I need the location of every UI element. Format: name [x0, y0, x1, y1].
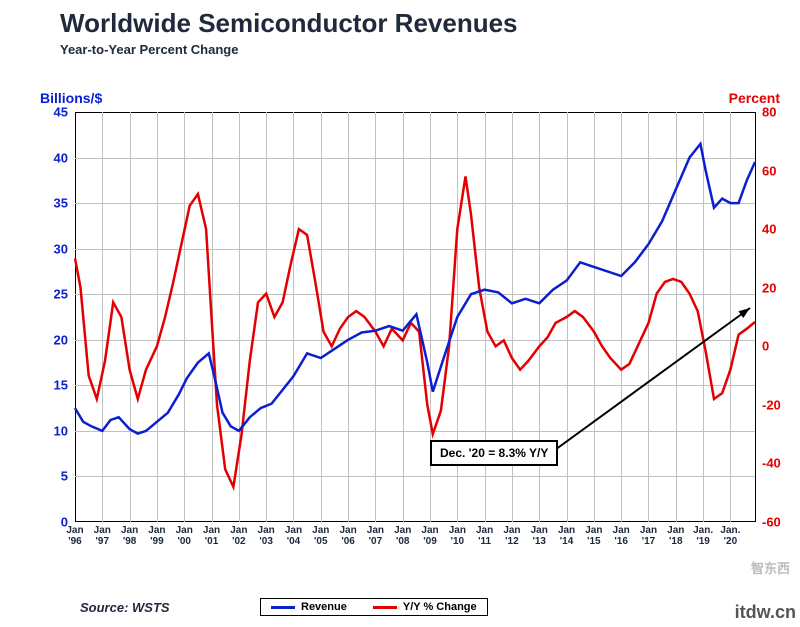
x-tick: Jan'11	[471, 526, 499, 547]
legend: Revenue Y/Y % Change	[260, 598, 488, 616]
x-tick: Jan'17	[634, 526, 662, 547]
x-tick: Jan'99	[143, 526, 171, 547]
watermark-corner: itdw.cn	[735, 602, 796, 623]
y-left-tick: 45	[28, 105, 68, 120]
y-left-tick: 5	[28, 469, 68, 484]
y-right-tick: 60	[762, 163, 797, 178]
x-tick: Jan'15	[580, 526, 608, 547]
x-tick: Jan'16	[607, 526, 635, 547]
x-tick: Jan.'20	[716, 526, 744, 547]
y-left-tick: 25	[28, 287, 68, 302]
callout-box: Dec. '20 = 8.3% Y/Y	[430, 440, 558, 466]
x-tick: Jan'13	[525, 526, 553, 547]
x-tick: Jan'00	[170, 526, 198, 547]
y-left-tick: 40	[28, 150, 68, 165]
legend-label-revenue: Revenue	[301, 601, 347, 613]
x-tick: Jan'97	[88, 526, 116, 547]
x-tick: Jan'04	[279, 526, 307, 547]
x-tick: Jan'09	[416, 526, 444, 547]
chart-subtitle: Year-to-Year Percent Change	[60, 42, 238, 57]
y-right-tick: 20	[762, 280, 797, 295]
chart-title: Worldwide Semiconductor Revenues	[60, 8, 518, 39]
y-right-tick: 80	[762, 105, 797, 120]
x-tick: Jan'07	[361, 526, 389, 547]
y-left-tick: 10	[28, 423, 68, 438]
x-tick: Jan'08	[389, 526, 417, 547]
y-right-tick: -20	[762, 397, 797, 412]
callout-arrow	[548, 308, 750, 455]
x-tick: Jan'02	[225, 526, 253, 547]
y-right-tick: -40	[762, 456, 797, 471]
y-right-tick: 40	[762, 222, 797, 237]
watermark-side: 智东西	[751, 558, 790, 577]
x-tick: Jan'06	[334, 526, 362, 547]
x-tick: Jan'12	[498, 526, 526, 547]
y-left-tick: 15	[28, 378, 68, 393]
callout-text: Dec. '20 = 8.3% Y/Y	[440, 446, 548, 460]
source-label: Source: WSTS	[80, 600, 170, 615]
x-tick: Jan'14	[553, 526, 581, 547]
series-revenue	[75, 144, 755, 434]
y-left-tick: 20	[28, 332, 68, 347]
y-left-tick: 30	[28, 241, 68, 256]
legend-swatch-pct	[373, 606, 397, 609]
y-right-tick: -60	[762, 515, 797, 530]
x-tick: Jan'10	[443, 526, 471, 547]
x-tick: Jan'18	[662, 526, 690, 547]
legend-label-pct: Y/Y % Change	[403, 601, 477, 613]
x-tick: Jan'05	[307, 526, 335, 547]
x-tick: Jan.'19	[689, 526, 717, 547]
legend-swatch-revenue	[271, 606, 295, 609]
y-left-tick: 35	[28, 196, 68, 211]
x-tick: Jan'96	[61, 526, 89, 547]
series-pct-change	[75, 176, 755, 487]
right-axis-line	[755, 112, 756, 522]
y-right-tick: 0	[762, 339, 797, 354]
x-tick: Jan'03	[252, 526, 280, 547]
chart-svg	[75, 112, 755, 522]
x-tick: Jan'98	[116, 526, 144, 547]
x-tick: Jan'01	[198, 526, 226, 547]
